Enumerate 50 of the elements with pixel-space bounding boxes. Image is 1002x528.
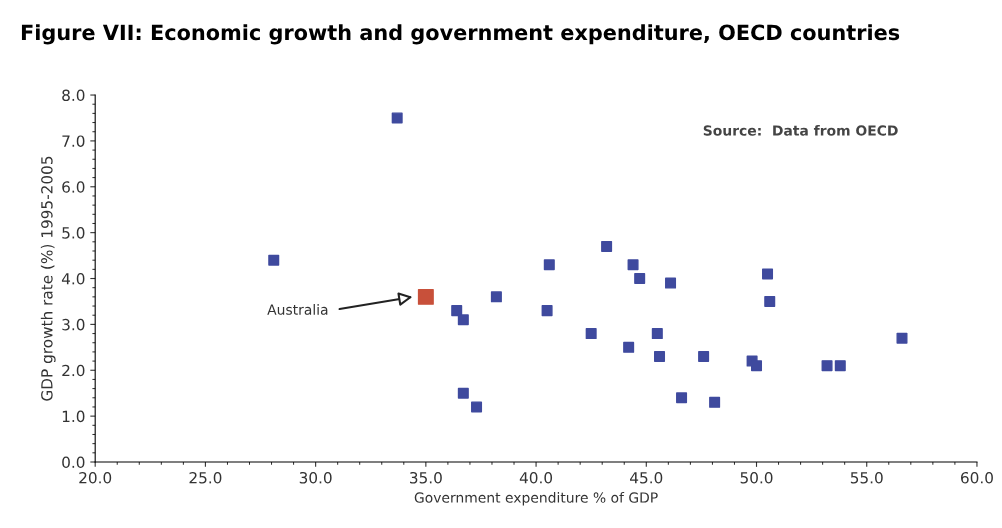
point: [457, 387, 469, 399]
point: [471, 401, 483, 413]
point: [585, 328, 597, 340]
point: [490, 291, 502, 303]
point: [634, 273, 646, 285]
point: [751, 360, 763, 372]
x-tick-label: 25.0: [189, 471, 222, 484]
y-tick-label: 3.0: [62, 318, 85, 331]
annotation: Australia: [267, 304, 328, 315]
y-tick-label: 4.0: [61, 272, 85, 285]
point: [451, 305, 463, 317]
point: [541, 305, 553, 317]
x-tick-label: 35.0: [410, 471, 442, 484]
point: [417, 288, 434, 305]
x-tick-label: 20.0: [79, 471, 112, 484]
x-tick-label: 50.0: [740, 471, 773, 484]
point: [676, 392, 688, 404]
point: [698, 350, 710, 363]
point: [896, 332, 908, 344]
y-tick-label: 6.0: [62, 181, 85, 193]
point: [709, 396, 721, 408]
point: [543, 259, 555, 271]
x-tick-label: 55.0: [850, 471, 883, 484]
x-tick-label: 60.0: [961, 471, 993, 484]
x-axis-title: Government expenditure % of GDP: [414, 492, 658, 506]
point: [834, 360, 846, 372]
point: [391, 112, 403, 124]
y-axis-title: GDP growth rate (%) 1995-2005: [40, 156, 56, 401]
point: [268, 254, 280, 266]
point: [764, 295, 776, 307]
point: [457, 314, 469, 326]
point: [821, 360, 833, 372]
x-tick-label: 45.0: [630, 471, 663, 484]
y-tick-label: 2.0: [62, 364, 85, 377]
x-tick-label: 30.0: [299, 471, 332, 484]
y-tick-label: 1.0: [62, 410, 85, 423]
point: [665, 277, 677, 289]
y-tick-label: 0.0: [62, 456, 85, 469]
annotation: Source: Data from OECD: [703, 125, 898, 136]
chart-title: Figure VII: Economic growth and government expenditure, OECD countries: [21, 24, 900, 45]
point: [651, 328, 663, 340]
point: [601, 240, 613, 252]
y-tick-label: 8.0: [62, 89, 85, 102]
point: [627, 259, 639, 271]
y-tick-label: 7.0: [62, 135, 85, 147]
point: [623, 341, 635, 353]
point: [762, 268, 774, 280]
x-tick-label: 40.0: [519, 471, 553, 484]
y-tick-label: 5.0: [62, 227, 85, 239]
point: [654, 350, 666, 363]
